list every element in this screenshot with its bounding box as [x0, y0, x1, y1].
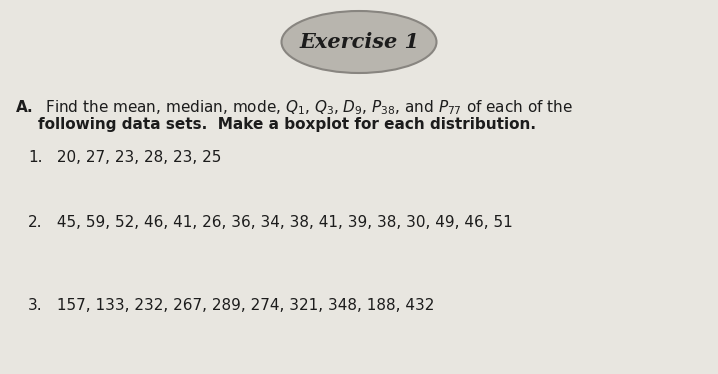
Text: 2.: 2.: [28, 215, 42, 230]
Text: following data sets.  Make a boxplot for each distribution.: following data sets. Make a boxplot for …: [38, 117, 536, 132]
Text: $\mathbf{A.}$  Find the mean, median, mode, $Q_1$, $Q_3$, $D_9$, $P_{38}$, and $: $\mathbf{A.}$ Find the mean, median, mod…: [15, 98, 573, 117]
Text: 1.: 1.: [28, 150, 42, 165]
Text: 45, 59, 52, 46, 41, 26, 36, 34, 38, 41, 39, 38, 30, 49, 46, 51: 45, 59, 52, 46, 41, 26, 36, 34, 38, 41, …: [52, 215, 513, 230]
Ellipse shape: [281, 11, 437, 73]
Text: 20, 27, 23, 28, 23, 25: 20, 27, 23, 28, 23, 25: [52, 150, 221, 165]
Text: 3.: 3.: [28, 298, 42, 313]
Text: 157, 133, 232, 267, 289, 274, 321, 348, 188, 432: 157, 133, 232, 267, 289, 274, 321, 348, …: [52, 298, 434, 313]
Text: Exercise 1: Exercise 1: [299, 32, 419, 52]
